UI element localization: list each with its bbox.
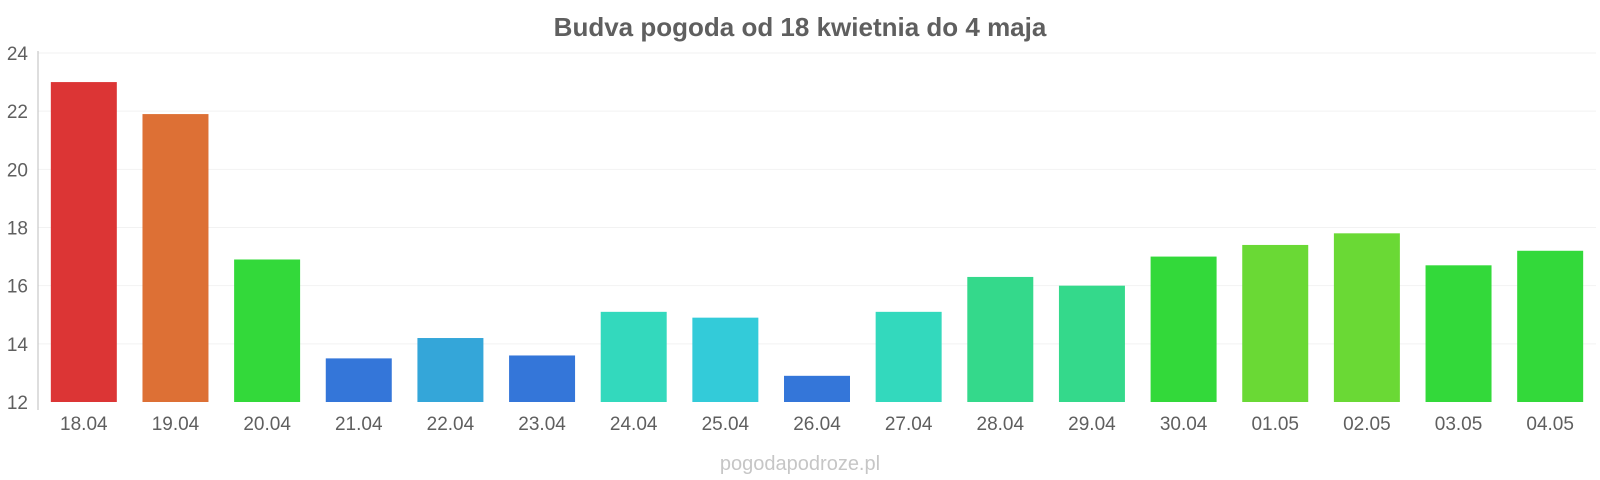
bar-28.04 bbox=[967, 276, 1034, 402]
y-tick-label: 18 bbox=[7, 219, 28, 240]
x-tick-label: 02.05 bbox=[1343, 414, 1391, 435]
bar-02.05 bbox=[1333, 233, 1400, 402]
x-axis-ticks: 18.04 19.04 20.04 21.04 22.04 23.04 24.04 25.04… bbox=[60, 414, 1574, 435]
bar-03.05 bbox=[1425, 265, 1492, 402]
bar-29.04 bbox=[1058, 285, 1125, 402]
x-tick-label: 04.05 bbox=[1526, 414, 1574, 435]
x-tick-label: 18.04 bbox=[60, 414, 108, 435]
bar-04.05 bbox=[1517, 250, 1584, 402]
x-tick-label: 19.04 bbox=[152, 414, 200, 435]
y-tick-label: 14 bbox=[7, 335, 29, 356]
x-tick-label: 26.04 bbox=[793, 414, 841, 435]
bar-01.05 bbox=[1242, 244, 1309, 402]
x-tick-label: 24.04 bbox=[610, 414, 658, 435]
x-tick-label: 27.04 bbox=[885, 414, 933, 435]
bar-27.04 bbox=[875, 311, 942, 402]
bar-30.04 bbox=[1150, 256, 1217, 402]
watermark-text: pogodapodroze.pl bbox=[720, 453, 880, 475]
bar-23.04 bbox=[509, 355, 576, 402]
x-tick-label: 21.04 bbox=[335, 414, 383, 435]
x-tick-label: 29.04 bbox=[1068, 414, 1116, 435]
bar-19.04 bbox=[142, 114, 209, 402]
chart-title: Budva pogoda od 18 kwietnia do 4 maja bbox=[554, 12, 1047, 42]
y-tick-label: 12 bbox=[7, 393, 28, 414]
y-tick-label: 22 bbox=[7, 102, 28, 123]
x-tick-label: 01.05 bbox=[1251, 414, 1299, 435]
y-tick-label: 16 bbox=[7, 277, 28, 298]
x-tick-label: 23.04 bbox=[518, 414, 566, 435]
bar-22.04 bbox=[417, 338, 484, 402]
x-tick-label: 03.05 bbox=[1435, 414, 1483, 435]
bar-21.04 bbox=[325, 358, 392, 403]
x-tick-label: 28.04 bbox=[977, 414, 1025, 435]
y-tick-label: 24 bbox=[7, 44, 29, 65]
bar-25.04 bbox=[692, 317, 759, 402]
bars bbox=[50, 82, 1584, 403]
x-tick-label: 20.04 bbox=[243, 414, 291, 435]
y-tick-label: 20 bbox=[7, 160, 28, 181]
x-tick-label: 25.04 bbox=[702, 414, 750, 435]
x-tick-label: 30.04 bbox=[1160, 414, 1208, 435]
x-tick-label: 22.04 bbox=[427, 414, 475, 435]
bar-20.04 bbox=[234, 259, 301, 402]
bar-24.04 bbox=[600, 311, 667, 402]
bar-18.04 bbox=[50, 82, 117, 402]
bar-26.04 bbox=[784, 375, 850, 402]
y-axis-ticks: 12 14 16 18 20 22 24 bbox=[7, 44, 29, 414]
